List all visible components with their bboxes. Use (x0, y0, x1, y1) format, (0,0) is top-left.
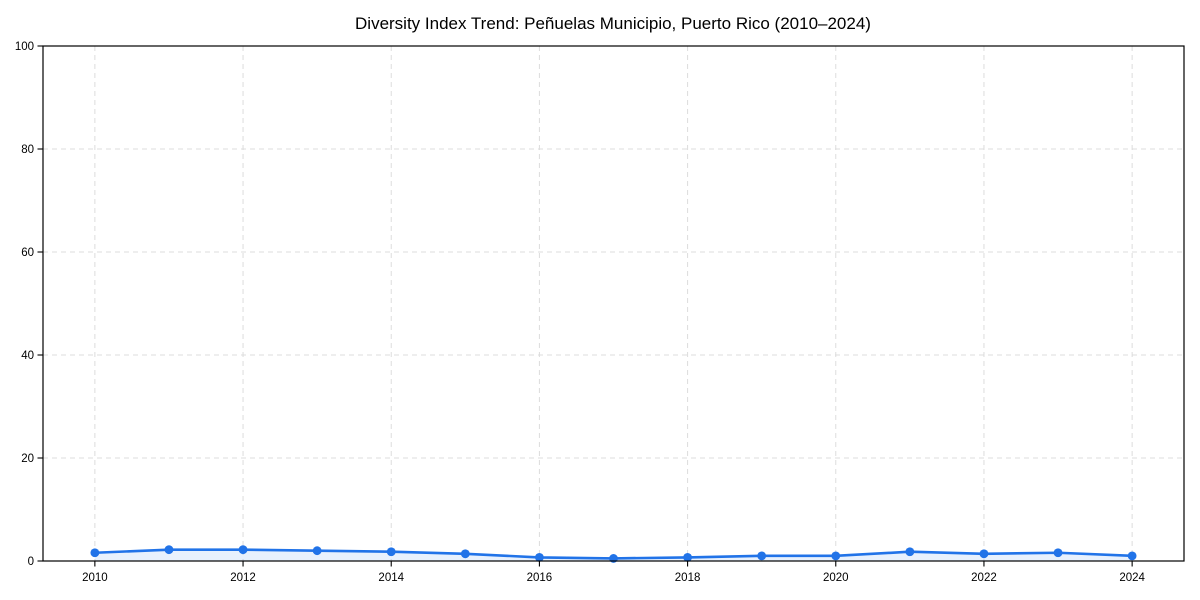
chart-title: Diversity Index Trend: Peñuelas Municipi… (355, 14, 871, 33)
y-axis-tick-label: 80 (21, 144, 34, 156)
data-point-2023 (1053, 548, 1063, 558)
y-axis-tick-label: 20 (21, 453, 34, 465)
x-axis-tick-label: 2020 (823, 572, 849, 584)
data-point-2018 (683, 552, 692, 562)
plot-border (42, 45, 1185, 562)
data-point-2015 (460, 549, 470, 559)
data-point-2012 (238, 545, 248, 555)
data-point-2024 (1127, 551, 1137, 561)
y-axis-tick-label: 0 (28, 556, 34, 568)
data-point-2014 (386, 547, 396, 557)
data-point-2020 (831, 551, 841, 561)
y-axis-tick-label: 40 (21, 350, 34, 362)
x-axis-tick-label: 2022 (971, 572, 997, 584)
data-point-2011 (164, 545, 174, 555)
data-point-2016 (535, 552, 544, 562)
data-point-2013 (312, 546, 322, 556)
y-axis-tick-label: 60 (21, 247, 34, 259)
x-axis-tick-label: 2014 (378, 572, 404, 584)
data-point-2022 (979, 549, 989, 559)
data-point-2019 (757, 551, 767, 561)
x-axis-tick-label: 2024 (1119, 572, 1145, 584)
x-axis-tick-label: 2012 (230, 572, 256, 584)
x-axis-tick-label: 2018 (675, 572, 701, 584)
data-point-2010 (90, 548, 100, 558)
x-axis-tick-label: 2016 (527, 572, 553, 584)
x-axis-tick-label: 2010 (82, 572, 108, 584)
y-axis-tick-label: 100 (15, 41, 34, 53)
data-point-2021 (905, 547, 915, 557)
